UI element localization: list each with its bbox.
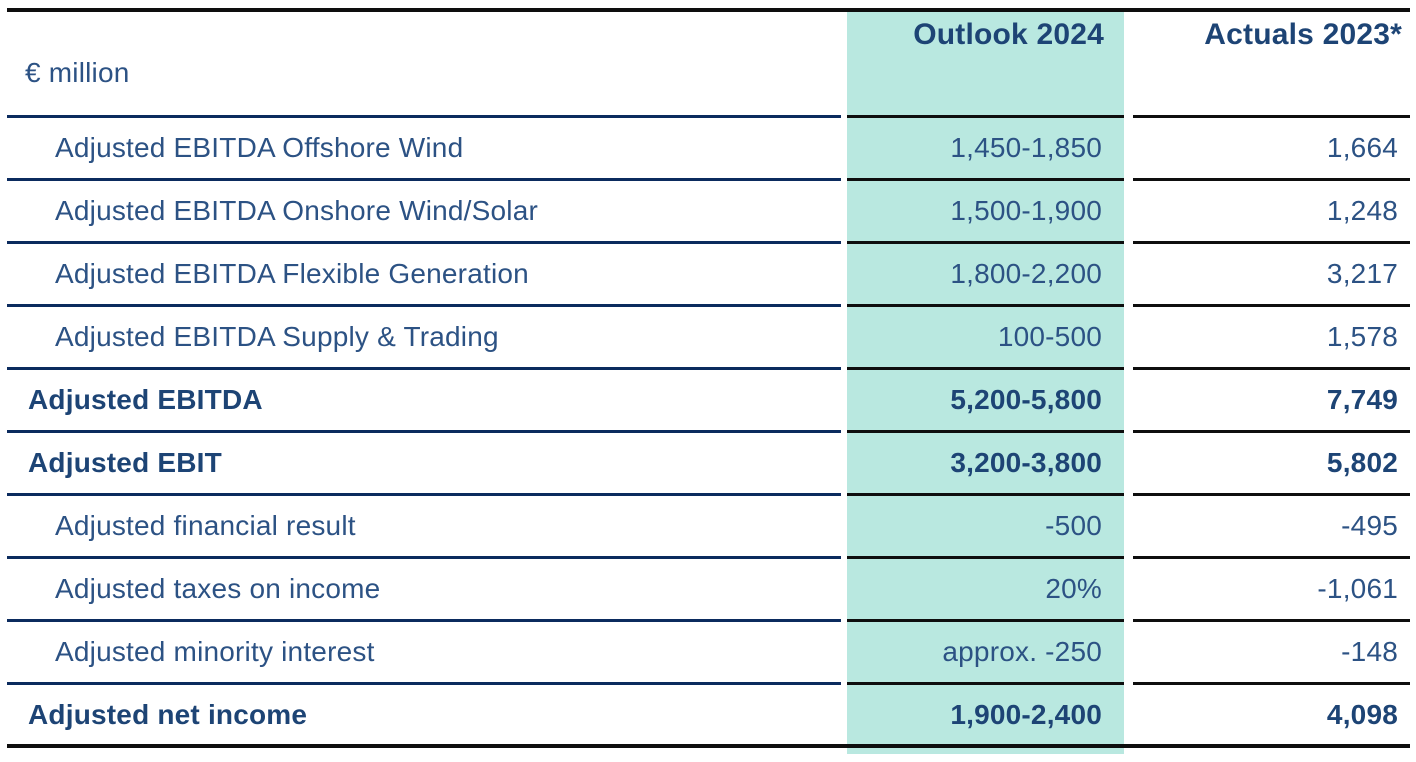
actuals-value: 3,217 xyxy=(1133,244,1410,307)
outlook-value: 1,800-2,200 xyxy=(847,244,1124,307)
outlook-column-header: Outlook 2024 xyxy=(847,12,1124,118)
table-row: Adjusted financial result -500 -495 xyxy=(7,496,1410,559)
column-gap xyxy=(1124,370,1133,433)
outlook-value: 1,500-1,900 xyxy=(847,181,1124,244)
row-label: Adjusted financial result xyxy=(7,496,841,559)
row-label: Adjusted EBITDA xyxy=(7,370,841,433)
actuals-value: 1,664 xyxy=(1133,118,1410,181)
column-gap xyxy=(1124,622,1133,685)
actuals-value: 1,248 xyxy=(1133,181,1410,244)
row-label: Adjusted EBIT xyxy=(7,433,841,496)
actuals-value: -1,061 xyxy=(1133,559,1410,622)
actuals-value: -495 xyxy=(1133,496,1410,559)
outlook-value: 20% xyxy=(847,559,1124,622)
column-gap xyxy=(1124,559,1133,622)
table-row: Adjusted EBIT 3,200-3,800 5,802 xyxy=(7,433,1410,496)
row-label: Adjusted net income xyxy=(7,685,841,748)
actuals-value: 1,578 xyxy=(1133,307,1410,370)
row-label: Adjusted EBITDA Supply & Trading xyxy=(7,307,841,370)
row-label: Adjusted EBITDA Flexible Generation xyxy=(7,244,841,307)
table-row: Adjusted taxes on income 20% -1,061 xyxy=(7,559,1410,622)
outlook-value: 3,200-3,800 xyxy=(847,433,1124,496)
row-label: Adjusted EBITDA Onshore Wind/Solar xyxy=(7,181,841,244)
table-tail-row xyxy=(7,748,1410,754)
outlook-column-tail xyxy=(847,748,1124,754)
table-row: Adjusted EBITDA 5,200-5,800 7,749 xyxy=(7,370,1410,433)
actuals-value: 4,098 xyxy=(1133,685,1410,748)
outlook-value: approx. -250 xyxy=(847,622,1124,685)
table-row: Adjusted EBITDA Supply & Trading 100-500 1… xyxy=(7,307,1410,370)
actuals-value: -148 xyxy=(1133,622,1410,685)
actuals-value: 7,749 xyxy=(1133,370,1410,433)
column-gap xyxy=(1124,118,1133,181)
outlook-value: 1,450-1,850 xyxy=(847,118,1124,181)
table-row: Adjusted minority interest approx. -250 -1… xyxy=(7,622,1410,685)
column-gap xyxy=(1124,244,1133,307)
outlook-value: 5,200-5,800 xyxy=(847,370,1124,433)
table-row: Adjusted EBITDA Flexible Generation 1,800… xyxy=(7,244,1410,307)
table-top-rule xyxy=(7,8,1410,12)
row-label: Adjusted EBITDA Offshore Wind xyxy=(7,118,841,181)
outlook-table: € million Outlook 2024 Actuals 2023* Adj… xyxy=(7,8,1410,754)
column-gap xyxy=(1124,496,1133,559)
actuals-value: 5,802 xyxy=(1133,433,1410,496)
column-gap xyxy=(1124,12,1133,118)
column-gap xyxy=(1124,307,1133,370)
row-label: Adjusted taxes on income xyxy=(7,559,841,622)
tail-spacer xyxy=(1124,748,1133,754)
column-gap xyxy=(1124,685,1133,748)
tail-spacer xyxy=(7,748,841,754)
outlook-value: 1,900-2,400 xyxy=(847,685,1124,748)
tail-spacer xyxy=(1133,748,1410,754)
actuals-column-header: Actuals 2023* xyxy=(1133,12,1410,118)
column-gap xyxy=(1124,433,1133,496)
table-header-row: € million Outlook 2024 Actuals 2023* xyxy=(7,12,1410,118)
column-gap xyxy=(1124,181,1133,244)
outlook-value: 100-500 xyxy=(847,307,1124,370)
row-label: Adjusted minority interest xyxy=(7,622,841,685)
outlook-value: -500 xyxy=(847,496,1124,559)
table-row: Adjusted net income 1,900-2,400 4,098 xyxy=(7,685,1410,748)
unit-label: € million xyxy=(7,12,841,118)
table-row: Adjusted EBITDA Onshore Wind/Solar 1,500-… xyxy=(7,181,1410,244)
column-gap xyxy=(841,685,847,748)
table-row: Adjusted EBITDA Offshore Wind 1,450-1,850… xyxy=(7,118,1410,181)
table-body: Adjusted EBITDA Offshore Wind 1,450-1,850… xyxy=(7,118,1410,748)
